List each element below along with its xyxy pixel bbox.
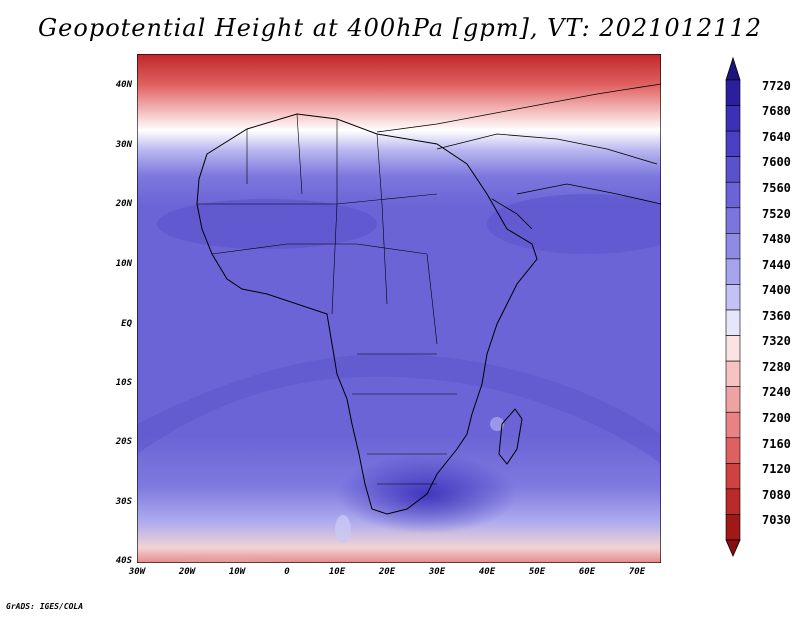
colorbar-label: 7480 [762,232,791,247]
colorbar-top-arrow [725,56,741,81]
colorbar-swatch [725,360,741,387]
map-plot [137,54,661,563]
colorbar-swatch [725,181,741,209]
colorbar-bottom-arrow [725,539,741,557]
colorbar-swatch [725,105,741,132]
colorbar-swatch [725,335,741,362]
colorbar-label: 7160 [762,436,791,451]
colorbar-swatch [725,284,741,311]
colorbar-label: 7400 [762,283,791,298]
colorbar-swatch [725,488,741,515]
lat-label-40s: 40S [115,556,132,566]
lon-label-10e: 10E [328,567,346,577]
colorbar-label: 7280 [762,359,791,374]
lon-label-30e: 30E [428,567,446,577]
lon-label-50e: 50E [528,567,546,577]
colorbar-swatch [725,514,741,541]
lat-label-20s: 20S [115,437,132,447]
colorbar-label: 7640 [762,129,791,144]
chart-title: Geopotential Height at 400hPa [gpm], VT:… [38,14,762,42]
lat-label-40n: 40N [115,80,132,90]
lon-label-70e: 70E [628,567,646,577]
colorbar-swatch [725,207,741,234]
colorbar-label: 7720 [762,78,791,93]
colorbar-label: 7440 [762,257,791,272]
colorbar-swatch [725,233,741,260]
lat-label-10s: 10S [115,378,132,388]
colorbar-swatch [725,386,741,413]
lon-label-40e: 40E [478,567,496,577]
colorbar-label: 7200 [762,411,791,425]
lon-label-20w: 20W [178,567,196,577]
lat-label-20n: 20N [115,199,132,209]
lat-label-30s: 30S [115,497,132,507]
lon-label-20e: 20E [378,567,396,577]
lat-label-eq: EQ [121,319,132,329]
colorbar-label: 7680 [762,104,791,119]
colorbar-label: 7240 [762,385,791,400]
grads-credit: GrADS: IGES/COLA [6,602,84,611]
colorbar-label: 7600 [762,155,791,170]
lat-label-30n: 30N [115,140,132,150]
lon-label-0: 0 [284,567,290,577]
colorbar-swatch [725,463,741,490]
colorbar-label: 7120 [762,462,791,477]
lon-label-60e: 60E [578,567,596,577]
lon-label-10w: 10W [228,567,246,577]
colorbar-label: 7560 [762,181,791,195]
colorbar-swatch [725,258,741,285]
colorbar-swatch [725,130,741,157]
colorbar-swatch [725,79,741,106]
colorbar-label: 7360 [762,308,791,323]
colorbar-label: 7030 [762,513,791,528]
colorbar-swatch [725,437,741,464]
colorbar-label: 7520 [762,206,791,221]
lon-label-30w: 30W [128,567,146,577]
colorbar-label: 7080 [762,487,791,502]
colorbar-swatch [725,411,741,439]
colorbar-swatch [725,309,741,336]
colorbar-swatch [725,156,741,183]
colorbar-label: 7320 [762,334,791,349]
lat-label-10n: 10N [115,259,132,269]
